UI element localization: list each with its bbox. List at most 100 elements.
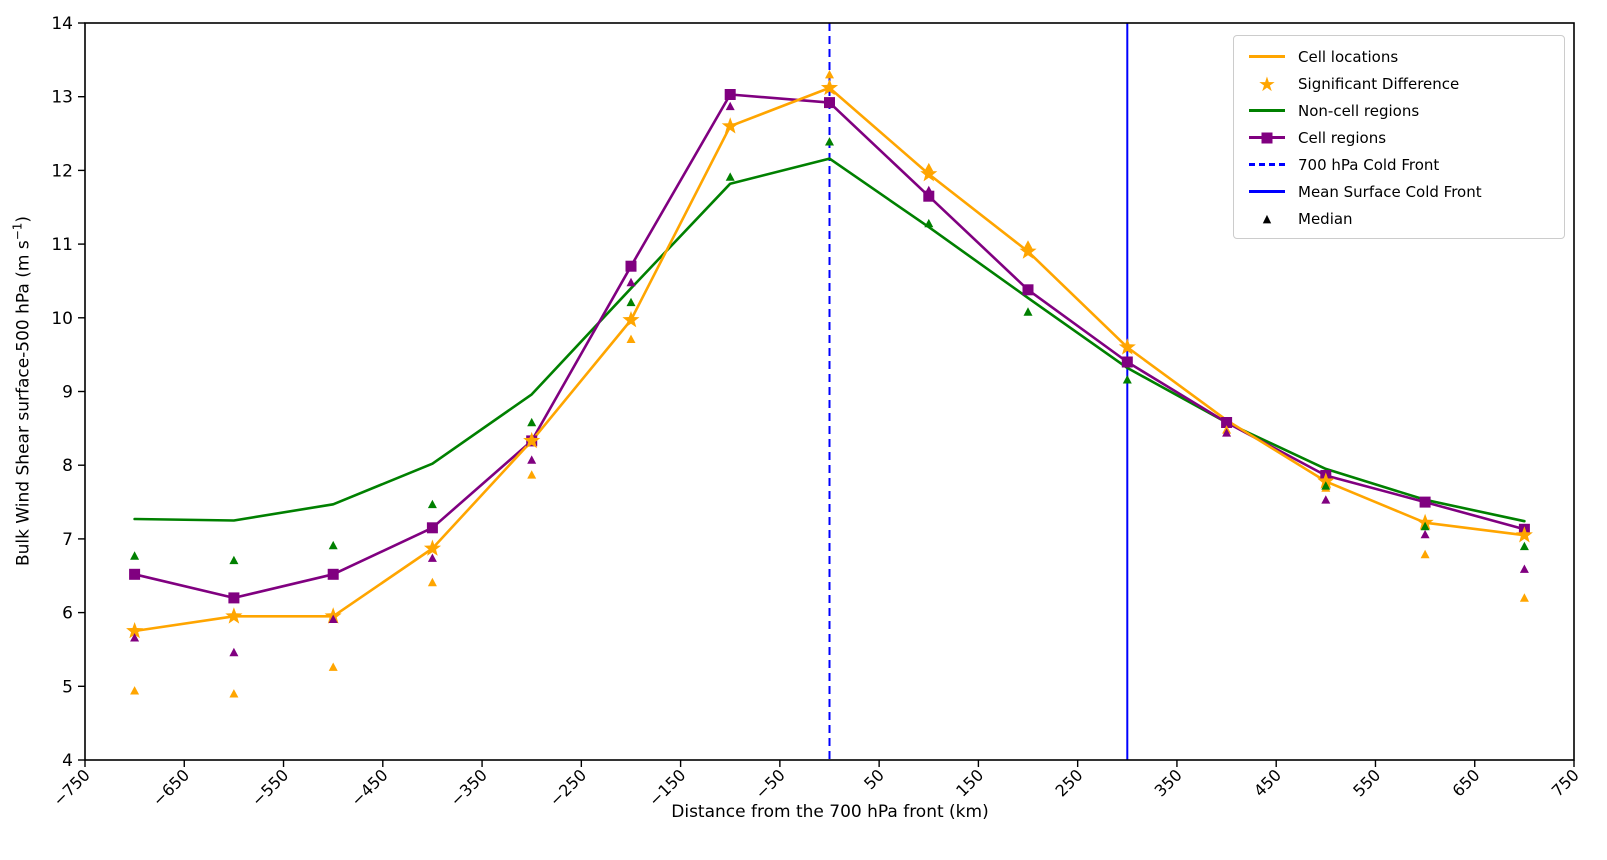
- x-tick-label: 450: [1250, 765, 1285, 800]
- median-triangle-marker: [825, 70, 834, 79]
- median-triangle-marker: [1321, 481, 1331, 490]
- median-triangle-marker: [1519, 541, 1529, 551]
- significant-difference-star-marker: [423, 539, 441, 556]
- x-tick-label: −450: [347, 765, 392, 810]
- y-tick-label: 4: [62, 751, 73, 771]
- cell-regions-square-marker: [1022, 284, 1034, 296]
- y-tick-label: 12: [51, 161, 73, 181]
- median-triangle-marker: [1519, 564, 1529, 573]
- cell-regions-square-marker: [625, 260, 637, 272]
- median-triangle-marker: [725, 101, 735, 111]
- legend-item-cell-regions[interactable]: Cell regions: [1244, 124, 1554, 151]
- median-triangle-marker: [427, 577, 437, 587]
- x-tick-label: −50: [751, 765, 788, 802]
- significant-difference-star-marker: [1317, 472, 1335, 489]
- y-tick-label: 9: [62, 383, 73, 403]
- median-triangle-marker: [725, 172, 735, 181]
- y-tick-label: 5: [62, 677, 73, 697]
- non-cell-regions-line-icon: [1244, 109, 1290, 112]
- cell-regions-square-marker: [228, 592, 240, 604]
- median-triangle-marker: [229, 689, 239, 698]
- x-tick-label: 150: [952, 765, 987, 800]
- median-triangle-marker: [924, 162, 934, 172]
- median-triangle-marker: [1023, 307, 1033, 316]
- median-triangle-marker: [825, 137, 834, 146]
- y-tick-label: 6: [62, 604, 73, 624]
- median-triangle-marker: [130, 633, 140, 642]
- legend-label: Median: [1298, 209, 1353, 228]
- y-axis-label-close: ): [13, 215, 34, 223]
- median-triangle-marker: [328, 540, 338, 550]
- x-tick-label: 650: [1448, 765, 1483, 800]
- y-tick-label: 11: [51, 235, 73, 255]
- median-triangle-marker: [924, 185, 934, 195]
- cell-regions-square-marker: [426, 522, 438, 534]
- legend-label: Cell regions: [1298, 128, 1387, 147]
- median-triangle-marker: [626, 297, 636, 307]
- legend-label: Mean Surface Cold Front: [1298, 182, 1482, 201]
- legend: Cell locations ★ Significant Difference …: [1233, 35, 1565, 239]
- x-tick-label: −350: [446, 765, 491, 810]
- cell-regions-square-marker: [1221, 417, 1233, 428]
- y-tick-label: 13: [51, 88, 73, 108]
- x-tick-label: 750: [1548, 765, 1583, 800]
- median-triangle-marker: [1122, 375, 1132, 384]
- cell-regions-square-marker: [1419, 496, 1431, 508]
- legend-label: Significant Difference: [1298, 74, 1460, 93]
- median-triangle-marker: [130, 551, 140, 560]
- median-triangle-marker: [229, 647, 239, 657]
- x-tick-label: −550: [248, 765, 293, 810]
- median-triangle-marker: [1519, 593, 1529, 602]
- legend-item-cell-locations[interactable]: Cell locations: [1244, 43, 1554, 70]
- median-triangle-marker: [328, 662, 338, 671]
- median-triangle-marker: [1420, 529, 1430, 539]
- y-tick-label: 8: [62, 456, 73, 476]
- median-triangle-marker: [924, 218, 934, 228]
- x-tick-label: 250: [1051, 765, 1086, 800]
- triangle-icon: ▲: [1262, 212, 1272, 225]
- significant-difference-star-marker: [721, 117, 739, 134]
- significant-difference-star-marker: [1118, 338, 1136, 355]
- legend-label: Cell locations: [1298, 47, 1399, 66]
- legend-item-700hpa-cold-front[interactable]: 700 hPa Cold Front: [1244, 151, 1554, 178]
- significant-difference-star-marker: [820, 78, 839, 96]
- legend-label: 700 hPa Cold Front: [1298, 155, 1440, 174]
- median-triangle-marker: [427, 553, 437, 562]
- legend-item-mean-surface-cold-front[interactable]: Mean Surface Cold Front: [1244, 178, 1554, 205]
- star-icon: ★: [1258, 71, 1276, 96]
- x-tick-label: −750: [49, 765, 94, 810]
- cell-regions-square-marker: [923, 190, 935, 202]
- significant-difference-star-marker: [523, 431, 541, 449]
- legend-label: Non-cell regions: [1298, 101, 1420, 120]
- median-triangle-marker: [1321, 495, 1331, 504]
- solid-line-icon: [1244, 190, 1290, 193]
- y-axis-label: Bulk Wind Shear surface-500 hPa (m s−1): [11, 216, 34, 566]
- y-tick-label: 7: [62, 530, 73, 550]
- legend-item-significant-difference[interactable]: ★ Significant Difference: [1244, 70, 1554, 97]
- median-triangle-marker: [527, 455, 537, 464]
- cell-regions-square-marker: [1121, 356, 1133, 368]
- median-triangle-marker: [527, 470, 537, 479]
- median-triangle-marker: [130, 686, 140, 695]
- x-tick-label: −650: [149, 765, 194, 810]
- cell-regions-square-marker: [824, 97, 835, 109]
- dashed-line-icon: [1244, 163, 1290, 166]
- x-tick-label: 550: [1349, 765, 1384, 800]
- median-triangle-marker: [626, 334, 636, 343]
- cell-regions-square-marker: [129, 568, 141, 580]
- significant-difference-star-marker: [1019, 242, 1037, 259]
- legend-item-non-cell-regions[interactable]: Non-cell regions: [1244, 97, 1554, 124]
- x-tick-label: 50: [860, 765, 888, 793]
- significant-difference-star-marker: [622, 311, 640, 328]
- median-triangle-marker: [229, 555, 239, 565]
- series-line-non-cell-regions: [133, 157, 1526, 523]
- significant-difference-star-marker: [1515, 526, 1533, 543]
- legend-item-median[interactable]: ▲ Median: [1244, 205, 1554, 232]
- median-triangle-marker: [1420, 549, 1430, 559]
- median-triangle-marker: [1222, 428, 1232, 437]
- median-triangle-marker: [1420, 521, 1430, 531]
- cell-regions-square-marker: [327, 568, 339, 580]
- median-triangle-marker: [427, 499, 437, 509]
